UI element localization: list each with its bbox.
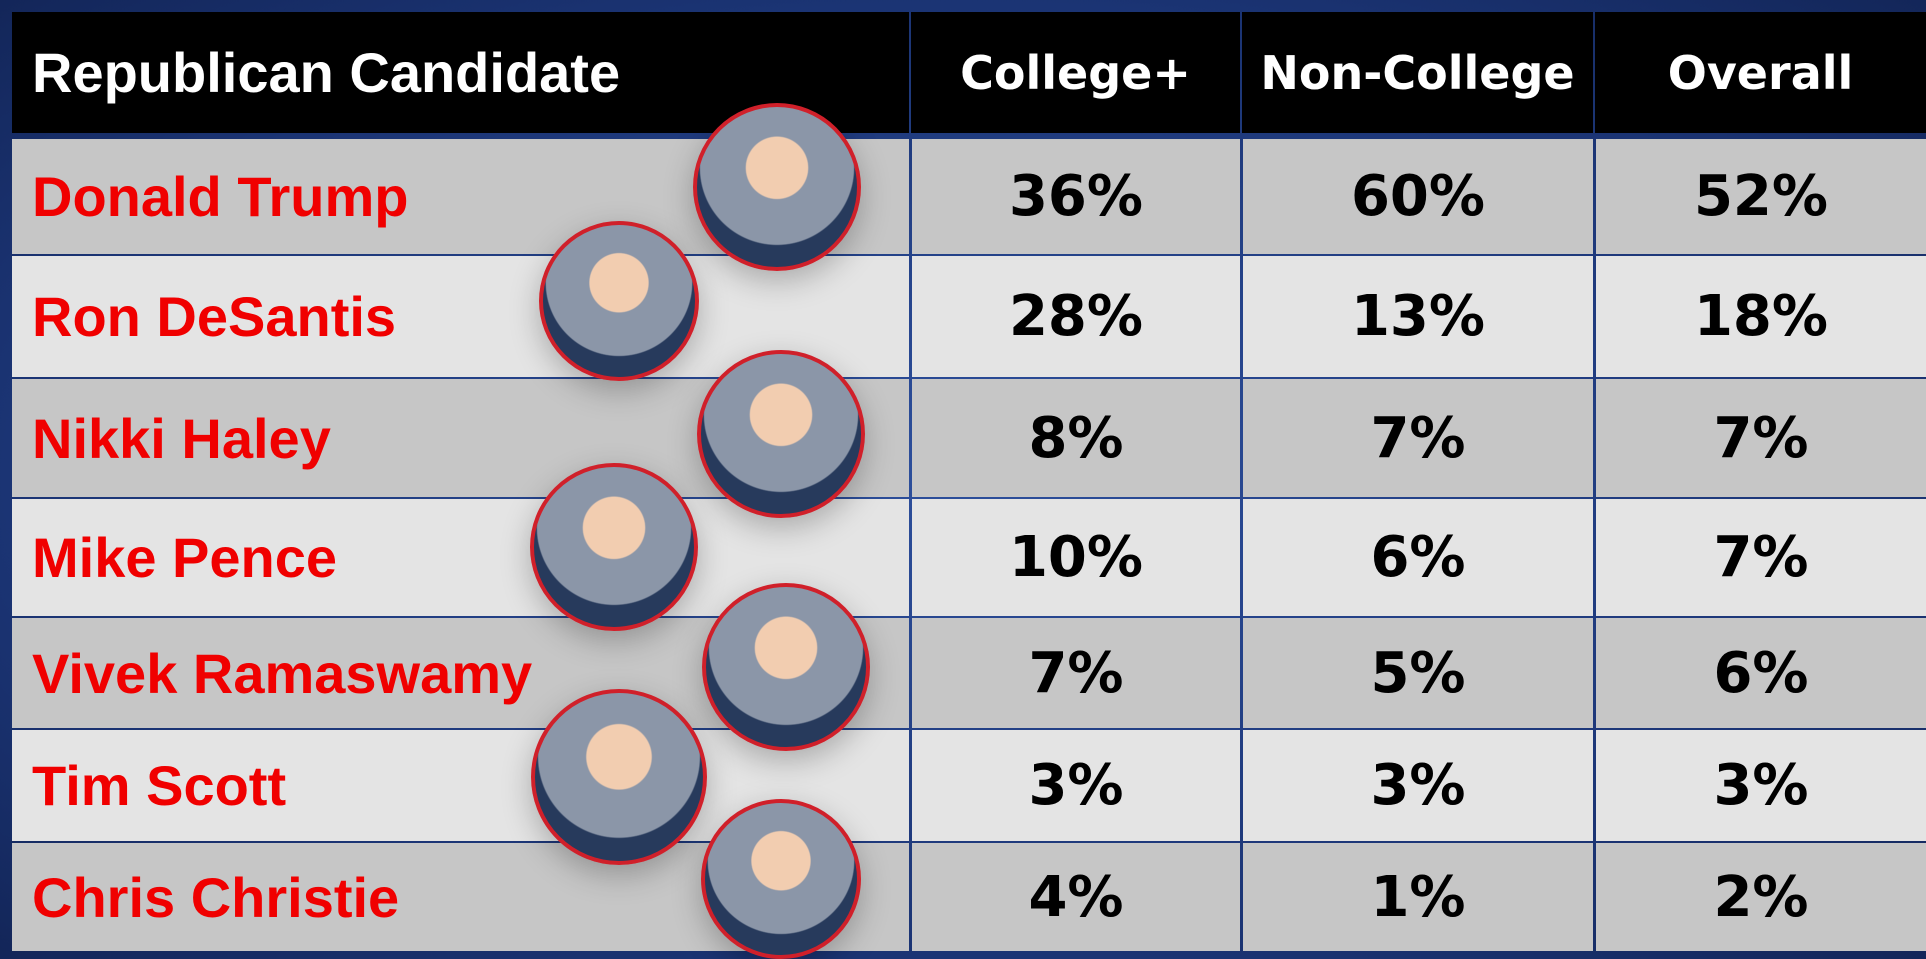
percent-cell: 28% [912,256,1240,377]
percent-cell: 7% [912,618,1240,728]
percent-cell: 6% [1243,499,1593,616]
percent-cell: 52% [1596,139,1926,254]
percent-cell: 7% [1243,379,1593,497]
candidate-photo [531,689,707,865]
percent-cell: 60% [1243,139,1593,254]
candidate-photo [530,463,698,631]
candidate-photo [539,221,699,381]
percent-cell: 1% [1243,843,1593,951]
candidate-photo [693,103,861,271]
percent-cell: 18% [1596,256,1926,377]
candidate-photo [697,350,865,518]
percent-cell: 3% [912,730,1240,841]
header-cell: College+ [911,12,1240,133]
candidate-photo [701,799,861,959]
percent-cell: 8% [912,379,1240,497]
header-cell: Non-College [1242,12,1593,133]
percent-cell: 7% [1596,499,1926,616]
page: Republican CandidateCollege+Non-CollegeO… [0,0,1926,950]
percent-cell: 7% [1596,379,1926,497]
percent-cell: 6% [1596,618,1926,728]
percent-cell: 10% [912,499,1240,616]
percent-cell: 4% [912,843,1240,951]
percent-cell: 3% [1596,730,1926,841]
percent-cell: 36% [912,139,1240,254]
header-cell: Overall [1595,12,1926,133]
candidate-photo [702,583,870,751]
percent-cell: 3% [1243,730,1593,841]
percent-cell: 5% [1243,618,1593,728]
percent-cell: 13% [1243,256,1593,377]
percent-cell: 2% [1596,843,1926,951]
